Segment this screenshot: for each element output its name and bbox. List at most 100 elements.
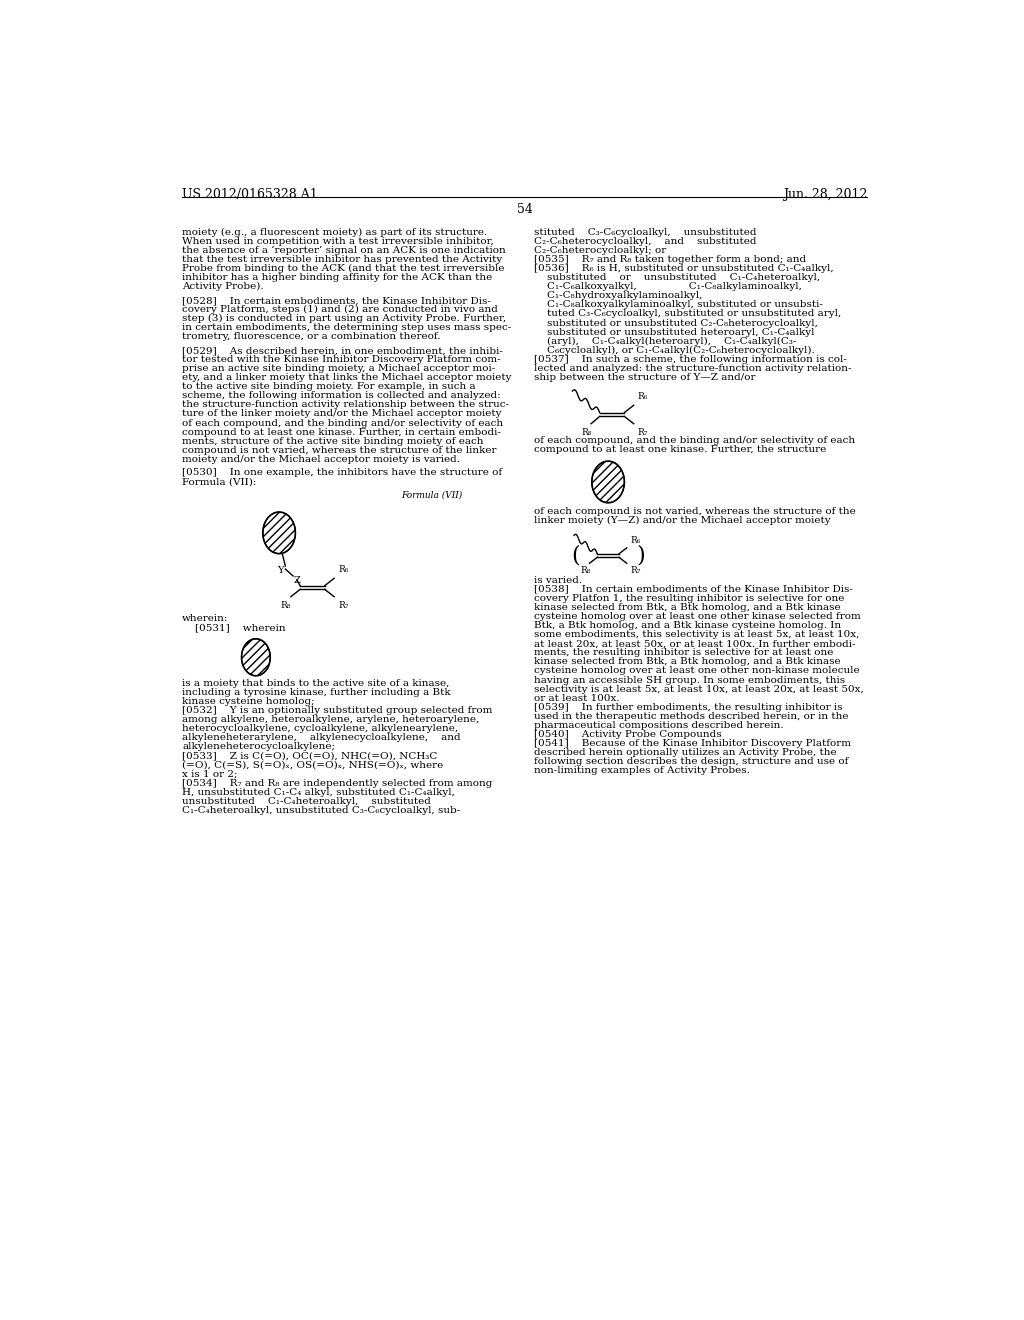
Text: alkyleneheterarylene,    alkylenecycloalkylene,    and: alkyleneheterarylene, alkylenecycloalkyl… xyxy=(182,734,461,742)
Text: R₆: R₆ xyxy=(638,392,648,401)
Text: covery Platfon 1, the resulting inhibitor is selective for one: covery Platfon 1, the resulting inhibito… xyxy=(535,594,845,603)
Text: is a moiety that binds to the active site of a kinase,: is a moiety that binds to the active sit… xyxy=(182,678,450,688)
Ellipse shape xyxy=(263,512,295,553)
Text: cysteine homolog over at least one other kinase selected from: cysteine homolog over at least one other… xyxy=(535,612,861,620)
Text: selectivity is at least 5x, at least 10x, at least 20x, at least 50x,: selectivity is at least 5x, at least 10x… xyxy=(535,685,864,693)
Text: moiety and/or the Michael acceptor moiety is varied.: moiety and/or the Michael acceptor moiet… xyxy=(182,455,460,463)
Text: [0537]    In such a scheme, the following information is col-: [0537] In such a scheme, the following i… xyxy=(535,355,848,364)
Text: [0534]    R₇ and R₈ are independently selected from among: [0534] R₇ and R₈ are independently selec… xyxy=(182,779,493,788)
Text: (aryl),    C₁-C₄alkyl(heteroaryl),    C₁-C₄alkyl(C₃-: (aryl), C₁-C₄alkyl(heteroaryl), C₁-C₄alk… xyxy=(535,337,797,346)
Text: or at least 100x.: or at least 100x. xyxy=(535,694,621,702)
Text: tuted C₃-C₆cycloalkyl, substituted or unsubstituted aryl,: tuted C₃-C₆cycloalkyl, substituted or un… xyxy=(535,309,842,318)
Text: R₇: R₇ xyxy=(638,428,648,437)
Text: [0533]    Z is C(=O), OC(=O), NHC(=O), NCH₃C: [0533] Z is C(=O), OC(=O), NHC(=O), NCH₃… xyxy=(182,751,437,760)
Ellipse shape xyxy=(242,639,270,676)
Text: covery Platform, steps (1) and (2) are conducted in vivo and: covery Platform, steps (1) and (2) are c… xyxy=(182,305,498,314)
Text: used in the therapeutic methods described herein, or in the: used in the therapeutic methods describe… xyxy=(535,711,849,721)
Text: ): ) xyxy=(636,545,645,566)
Text: of each compound, and the binding and/or selectivity of each: of each compound, and the binding and/or… xyxy=(182,418,504,428)
Text: scheme, the following information is collected and analyzed:: scheme, the following information is col… xyxy=(182,391,501,400)
Text: [0535]    R₇ and R₈ taken together form a bond; and: [0535] R₇ and R₈ taken together form a b… xyxy=(535,255,807,264)
Text: substituted or unsubstituted C₂-C₈heterocycloalkyl,: substituted or unsubstituted C₂-C₈hetero… xyxy=(535,318,818,327)
Text: (: ( xyxy=(571,545,580,566)
Text: of each compound is not varied, whereas the structure of the: of each compound is not varied, whereas … xyxy=(535,507,856,516)
Text: R₇: R₇ xyxy=(631,566,641,576)
Text: ments, structure of the active site binding moiety of each: ments, structure of the active site bind… xyxy=(182,437,483,446)
Text: including a tyrosine kinase, further including a Btk: including a tyrosine kinase, further inc… xyxy=(182,688,451,697)
Text: Probe from binding to the ACK (and that the test irreversible: Probe from binding to the ACK (and that … xyxy=(182,264,505,273)
Text: (=O), C(=S), S(=O)ₓ, OS(=O)ₓ, NHS(=O)ₓ, where: (=O), C(=S), S(=O)ₓ, OS(=O)ₓ, NHS(=O)ₓ, … xyxy=(182,760,443,770)
Text: alkyleneheterocycloalkylene;: alkyleneheterocycloalkylene; xyxy=(182,742,335,751)
Ellipse shape xyxy=(592,461,625,503)
Text: Y: Y xyxy=(278,566,284,576)
Text: C₁-C₆alkoxyalkyl,                C₁-C₈alkylaminoalkyl,: C₁-C₆alkoxyalkyl, C₁-C₈alkylaminoalkyl, xyxy=(535,282,803,292)
Text: among alkylene, heteroalkylene, arylene, heteroarylene,: among alkylene, heteroalkylene, arylene,… xyxy=(182,715,479,725)
Text: ments, the resulting inhibitor is selective for at least one: ments, the resulting inhibitor is select… xyxy=(535,648,834,657)
Text: linker moiety (Y—Z) and/or the Michael acceptor moiety: linker moiety (Y—Z) and/or the Michael a… xyxy=(535,516,831,525)
Text: non-limiting examples of Activity Probes.: non-limiting examples of Activity Probes… xyxy=(535,767,751,775)
Text: heterocycloalkylene, cycloalkylene, alkylenearylene,: heterocycloalkylene, cycloalkylene, alky… xyxy=(182,725,459,734)
Text: R₈: R₈ xyxy=(582,428,592,437)
Text: compound to at least one kinase. Further, the structure: compound to at least one kinase. Further… xyxy=(535,445,826,454)
Text: substituted or unsubstituted heteroaryl, C₁-C₄alkyl: substituted or unsubstituted heteroaryl,… xyxy=(535,327,815,337)
Text: [0532]    Y is an optionally substituted group selected from: [0532] Y is an optionally substituted gr… xyxy=(182,706,493,715)
Text: [0541]    Because of the Kinase Inhibitor Discovery Platform: [0541] Because of the Kinase Inhibitor D… xyxy=(535,739,852,748)
Text: is varied.: is varied. xyxy=(535,576,583,585)
Text: R₆: R₆ xyxy=(339,565,349,574)
Text: to the active site binding moiety. For example, in such a: to the active site binding moiety. For e… xyxy=(182,383,476,391)
Text: C₂-C₆heterocycloalkyl,    and    substituted: C₂-C₆heterocycloalkyl, and substituted xyxy=(535,236,757,246)
Text: of each compound, and the binding and/or selectivity of each: of each compound, and the binding and/or… xyxy=(535,436,856,445)
Text: R₇: R₇ xyxy=(339,601,349,610)
Text: the absence of a ‘reporter’ signal on an ACK is one indication: the absence of a ‘reporter’ signal on an… xyxy=(182,246,506,255)
Text: Formula (VII): Formula (VII) xyxy=(401,491,463,499)
Text: Activity Probe).: Activity Probe). xyxy=(182,282,264,292)
Text: R₈: R₈ xyxy=(281,601,291,610)
Text: ship between the structure of Y—Z and/or: ship between the structure of Y—Z and/or xyxy=(535,374,756,381)
Text: stituted    C₃-C₆cycloalkyl,    unsubstituted: stituted C₃-C₆cycloalkyl, unsubstituted xyxy=(535,228,757,236)
Text: Formula (VII):: Formula (VII): xyxy=(182,478,257,487)
Text: ture of the linker moiety and/or the Michael acceptor moiety: ture of the linker moiety and/or the Mic… xyxy=(182,409,502,418)
Text: unsubstituted    C₁-C₄heteroalkyl,    substituted: unsubstituted C₁-C₄heteroalkyl, substitu… xyxy=(182,797,431,807)
Text: kinase selected from Btk, a Btk homolog, and a Btk kinase: kinase selected from Btk, a Btk homolog,… xyxy=(535,603,841,612)
Text: substituted    or    unsubstituted    C₁-C₄heteroalkyl,: substituted or unsubstituted C₁-C₄hetero… xyxy=(535,273,820,282)
Text: R₆: R₆ xyxy=(631,536,641,545)
Text: ety, and a linker moiety that links the Michael acceptor moiety: ety, and a linker moiety that links the … xyxy=(182,374,512,381)
Text: compound to at least one kinase. Further, in certain embodi-: compound to at least one kinase. Further… xyxy=(182,428,501,437)
Text: [0536]    R₆ is H, substituted or unsubstituted C₁-C₄alkyl,: [0536] R₆ is H, substituted or unsubstit… xyxy=(535,264,835,273)
Text: described herein optionally utilizes an Activity Probe, the: described herein optionally utilizes an … xyxy=(535,748,837,758)
Text: When used in competition with a test irreversible inhibitor,: When used in competition with a test irr… xyxy=(182,236,494,246)
Text: Btk, a Btk homolog, and a Btk kinase cysteine homolog. In: Btk, a Btk homolog, and a Btk kinase cys… xyxy=(535,620,842,630)
Text: [0540]    Activity Probe Compounds: [0540] Activity Probe Compounds xyxy=(535,730,722,739)
Text: at least 20x, at least 50x, or at least 100x. In further embodi-: at least 20x, at least 50x, or at least … xyxy=(535,639,856,648)
Text: tor tested with the Kinase Inhibitor Discovery Platform com-: tor tested with the Kinase Inhibitor Dis… xyxy=(182,355,501,364)
Text: Jun. 28, 2012: Jun. 28, 2012 xyxy=(783,187,867,201)
Text: C₁-C₄heteroalkyl, unsubstituted C₃-C₆cycloalkyl, sub-: C₁-C₄heteroalkyl, unsubstituted C₃-C₆cyc… xyxy=(182,807,461,814)
Text: cysteine homolog over at least one other non-kinase molecule: cysteine homolog over at least one other… xyxy=(535,667,860,676)
Text: pharmaceutical compositions described herein.: pharmaceutical compositions described he… xyxy=(535,721,784,730)
Text: having an accessible SH group. In some embodiments, this: having an accessible SH group. In some e… xyxy=(535,676,846,685)
Text: C₆cycloalkyl), or C₁-C₄alkyl(C₂-C₆heterocycloalkyl).: C₆cycloalkyl), or C₁-C₄alkyl(C₂-C₆hetero… xyxy=(535,346,815,355)
Text: [0538]    In certain embodiments of the Kinase Inhibitor Dis-: [0538] In certain embodiments of the Kin… xyxy=(535,585,853,594)
Text: prise an active site binding moiety, a Michael acceptor moi-: prise an active site binding moiety, a M… xyxy=(182,364,496,374)
Text: R₈: R₈ xyxy=(581,566,591,576)
Text: Z: Z xyxy=(294,576,301,585)
Text: kinase cysteine homolog;: kinase cysteine homolog; xyxy=(182,697,314,706)
Text: in certain embodiments, the determining step uses mass spec-: in certain embodiments, the determining … xyxy=(182,323,512,333)
Text: x is 1 or 2;: x is 1 or 2; xyxy=(182,770,238,779)
Text: kinase selected from Btk, a Btk homolog, and a Btk kinase: kinase selected from Btk, a Btk homolog,… xyxy=(535,657,841,667)
Text: the structure-function activity relationship between the struc-: the structure-function activity relation… xyxy=(182,400,509,409)
Text: moiety (e.g., a fluorescent moiety) as part of its structure.: moiety (e.g., a fluorescent moiety) as p… xyxy=(182,228,487,236)
Text: 54: 54 xyxy=(517,203,532,216)
Text: lected and analyzed: the structure-function activity relation-: lected and analyzed: the structure-funct… xyxy=(535,364,852,374)
Text: [0528]    In certain embodiments, the Kinase Inhibitor Dis-: [0528] In certain embodiments, the Kinas… xyxy=(182,296,492,305)
Text: [0529]    As described herein, in one embodiment, the inhibi-: [0529] As described herein, in one embod… xyxy=(182,346,503,355)
Text: following section describes the design, structure and use of: following section describes the design, … xyxy=(535,758,849,767)
Text: wherein:: wherein: xyxy=(182,615,228,623)
Text: compound is not varied, whereas the structure of the linker: compound is not varied, whereas the stru… xyxy=(182,446,497,455)
Text: some embodiments, this selectivity is at least 5x, at least 10x,: some embodiments, this selectivity is at… xyxy=(535,630,860,639)
Text: C₁-C₈hydroxyalkylaminoalkyl,: C₁-C₈hydroxyalkylaminoalkyl, xyxy=(535,292,702,301)
Text: trometry, fluorescence, or a combination thereof.: trometry, fluorescence, or a combination… xyxy=(182,333,440,341)
Text: [0531]    wherein: [0531] wherein xyxy=(182,623,286,632)
Text: C₂-C₆heterocycloalkyl; or: C₂-C₆heterocycloalkyl; or xyxy=(535,246,667,255)
Text: inhibitor has a higher binding affinity for the ACK than the: inhibitor has a higher binding affinity … xyxy=(182,273,493,282)
